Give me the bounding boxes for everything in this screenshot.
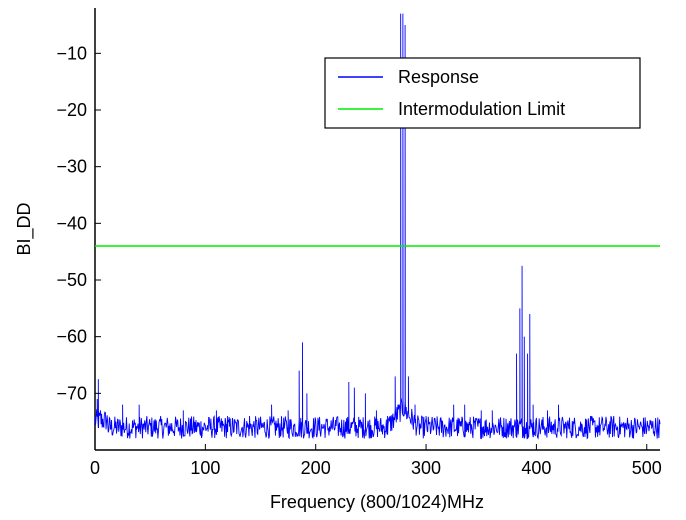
x-tick-label: 300: [411, 458, 441, 478]
series-layer: [94, 13, 661, 440]
series-response-line: [94, 13, 661, 440]
x-tick-label: 0: [90, 458, 100, 478]
y-tick-label: −40: [56, 213, 87, 233]
x-tick-label: 100: [190, 458, 220, 478]
y-tick-label: −50: [56, 270, 87, 290]
y-tick-label: −70: [56, 383, 87, 403]
y-tick-label: −30: [56, 157, 87, 177]
legend: Response Intermodulation Limit: [324, 57, 641, 129]
y-tick-label: −20: [56, 100, 87, 120]
y-axis-title: BI_DD: [14, 202, 35, 255]
legend-label-limit: Intermodulation Limit: [398, 99, 565, 119]
x-tick-label: 200: [301, 458, 331, 478]
y-tick-label: −10: [56, 43, 87, 63]
legend-box: [324, 57, 641, 129]
y-tick-label: −60: [56, 327, 87, 347]
y-ticks: −70 −60 −50 −40 −30 −20 −10: [56, 43, 101, 403]
legend-label-response: Response: [398, 67, 479, 87]
x-tick-label: 400: [521, 458, 551, 478]
x-axis-title: Frequency (800/1024)MHz: [270, 492, 484, 512]
x-tick-label: 500: [632, 458, 662, 478]
x-ticks: 0 100 200 300 400 500: [90, 444, 662, 478]
